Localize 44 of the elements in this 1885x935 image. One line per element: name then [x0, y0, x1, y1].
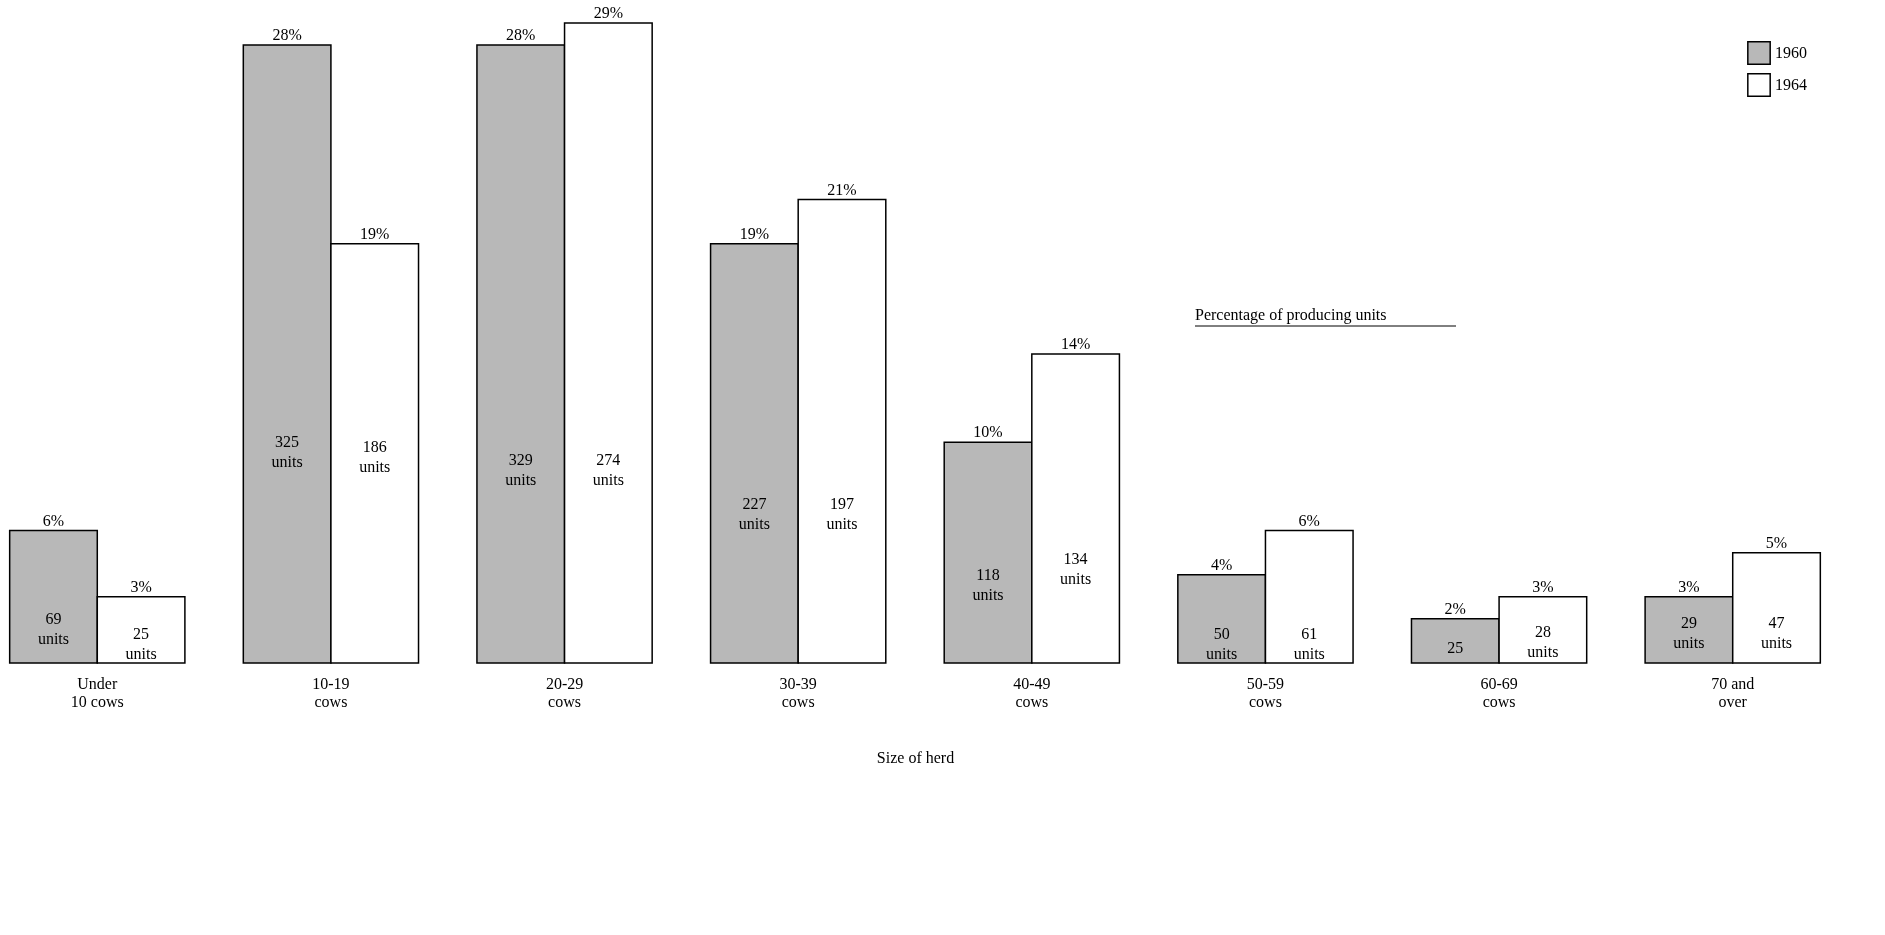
data-label: 4%	[1210, 555, 1233, 573]
legend-label: 1964	[1775, 76, 1807, 93]
data-label: 5%	[1765, 533, 1788, 551]
annotation: 25	[1447, 638, 1464, 656]
x-tick-label: 20-29 cows	[545, 674, 584, 710]
annotation: 329 units	[505, 450, 537, 488]
data-label: 28%	[506, 26, 536, 44]
annotation: 325 units	[271, 433, 303, 471]
annotation: Percentage of producing units	[1195, 306, 1387, 324]
data-label: 19%	[360, 224, 390, 242]
data-label: 14%	[1060, 335, 1091, 353]
annotation: 50 units	[1206, 625, 1238, 663]
legend-label: 1960	[1775, 44, 1807, 61]
x-tick-label: Under 10 cows	[70, 674, 124, 710]
data-label: 3%	[1678, 577, 1700, 595]
annotation: 227 units	[738, 495, 770, 533]
x-tick-label: 30-39 cows	[779, 674, 817, 710]
data-label: 29%	[593, 4, 624, 21]
data-label: 21%	[827, 180, 857, 198]
data-label: 3%	[1532, 577, 1554, 595]
data-label: 10%	[973, 423, 1003, 441]
annotation: 69 units	[37, 609, 70, 647]
annotation: 61 units	[1293, 625, 1325, 663]
data-label: 3%	[130, 577, 152, 595]
x-axis-title: Size of herd	[876, 748, 955, 766]
annotation: 25 units	[125, 625, 157, 663]
annotation: 186 units	[359, 437, 391, 475]
x-tick-label: 10-19 cows	[312, 674, 350, 710]
annotation: 28 units	[1527, 623, 1559, 661]
x-tick-label: 70 and over	[1711, 674, 1755, 710]
annotation: 118 units	[972, 565, 1004, 603]
x-tick-label: 50-59 cows	[1246, 674, 1285, 710]
data-label: 6%	[1298, 511, 1320, 529]
data-label: 2%	[1444, 599, 1466, 617]
annotation: 47 units	[1760, 614, 1793, 652]
data-label: 6%	[42, 511, 65, 529]
annotation: 274 units	[592, 450, 624, 488]
x-tick-label: 40-49 cows	[1013, 674, 1051, 710]
data-label: 28%	[272, 26, 302, 44]
annotation: 197 units	[826, 495, 858, 533]
x-tick-label: 60-69 cows	[1480, 674, 1518, 710]
data-label: 19%	[739, 224, 770, 242]
annotation: 134 units	[1060, 550, 1092, 588]
annotation: 29 units	[1673, 614, 1705, 652]
